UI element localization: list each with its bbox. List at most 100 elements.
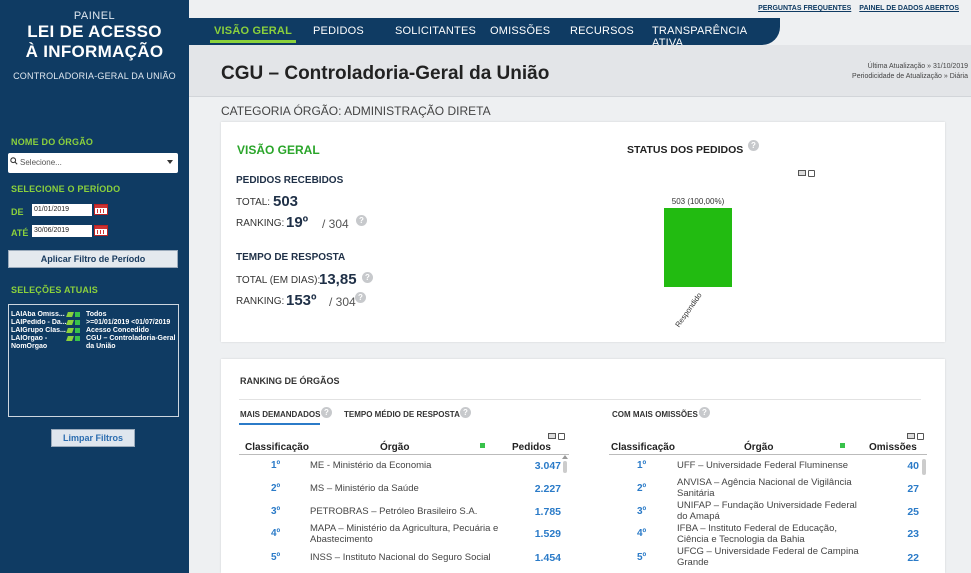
row-rank: 5º xyxy=(637,552,647,563)
row-rank: 3º xyxy=(271,506,281,517)
days-label: TOTAL (EM DIAS): xyxy=(236,275,321,286)
calendar-icon[interactable] xyxy=(94,225,108,236)
expand-icon[interactable] xyxy=(917,433,924,440)
period-label: SELECIONE O PERÍODO xyxy=(11,184,121,194)
total-label: TOTAL: xyxy=(236,197,271,208)
col-orgao[interactable]: Órgão xyxy=(380,442,410,453)
help-icon[interactable]: ? xyxy=(355,292,366,303)
brand: PAINEL LEI DE ACESSO À INFORMAÇÃO CONTRO… xyxy=(0,0,189,81)
tab-mais-omissoes[interactable]: COM MAIS OMISSÕES xyxy=(612,410,698,419)
col-classificacao[interactable]: Classificação xyxy=(245,442,309,453)
edit-icon[interactable] xyxy=(66,312,74,317)
image-export-icon[interactable] xyxy=(798,170,806,176)
col-classificacao[interactable]: Classificação xyxy=(611,442,675,453)
faq-link[interactable]: PERGUNTAS FREQUENTES xyxy=(758,5,852,12)
selection-row[interactable]: LAIOrgao - NomOrgao CGU – Controladoria-… xyxy=(11,335,176,351)
open-data-link[interactable]: PAINEL DE DADOS ABERTOS xyxy=(859,5,959,12)
top-links: PERGUNTAS FREQUENTES PAINEL DE DADOS ABE… xyxy=(758,5,959,12)
row-value: 3.047 xyxy=(534,460,561,472)
edit-icon[interactable] xyxy=(66,320,74,325)
divider xyxy=(239,399,921,400)
clear-filters-button[interactable]: Limpar Filtros xyxy=(51,429,135,447)
scroll-up-icon[interactable] xyxy=(562,455,568,459)
tab-solicitantes[interactable]: SOLICITANTES xyxy=(395,25,477,37)
edit-icon[interactable] xyxy=(66,336,74,341)
selection-value: CGU – Controladoria-Geral da União xyxy=(86,335,176,350)
help-icon[interactable]: ? xyxy=(460,407,471,418)
selection-row[interactable]: LAIGrupo Clas... Acesso Concedido xyxy=(11,327,176,335)
ranking-label: RANKING: xyxy=(236,218,285,229)
help-icon[interactable]: ? xyxy=(356,215,367,226)
tab-omissoes[interactable]: OMISSÕES xyxy=(490,25,551,37)
row-org: INSS – Instituto Nacional do Seguro Soci… xyxy=(310,552,491,563)
org-select[interactable]: Selecione... xyxy=(8,153,178,173)
ranking-total: / 304 xyxy=(322,217,349,231)
row-rank: 2º xyxy=(637,483,647,494)
tab-pedidos[interactable]: PEDIDOS xyxy=(313,25,364,37)
table-toolbar xyxy=(907,433,924,440)
row-org: PETROBRAS – Petróleo Brasileiro S.A. xyxy=(310,506,478,517)
brand-title-1: LEI DE ACESSO xyxy=(27,22,162,41)
org-label: NOME DO ÓRGÃO xyxy=(11,137,94,147)
update-frequency: Periodicidade de Atualização » Diária xyxy=(852,73,968,80)
chart-title: STATUS DOS PEDIDOS xyxy=(627,144,744,156)
status-icon xyxy=(75,336,80,341)
filter-icon[interactable] xyxy=(480,443,485,448)
selection-row[interactable]: LAIPedido - Da... >=01/01/2019 <01/07/20… xyxy=(11,319,176,327)
selection-row[interactable]: LAIAba Omiss... Todos xyxy=(11,311,176,319)
help-icon[interactable]: ? xyxy=(699,407,710,418)
org-select-placeholder: Selecione... xyxy=(20,158,62,167)
total-value: 503 xyxy=(273,193,299,210)
table-toolbar xyxy=(548,433,565,440)
col-orgao[interactable]: Órgão xyxy=(744,442,774,453)
bar-respondido[interactable] xyxy=(664,208,732,287)
status-chart: 503 (100,00%) Respondido xyxy=(664,197,732,329)
help-icon[interactable]: ? xyxy=(748,140,759,151)
expand-icon[interactable] xyxy=(808,170,815,177)
selection-key: LAIAba Omiss... xyxy=(11,311,65,318)
tab-mais-demandados[interactable]: MAIS DEMANDADOS xyxy=(240,410,321,419)
row-org: MAPA – Ministério da Agricultura, Pecuár… xyxy=(310,523,499,545)
page-title: CGU – Controladoria-Geral da União xyxy=(221,63,550,84)
col-pedidos[interactable]: Pedidos xyxy=(512,442,551,453)
ranking-label: RANKING: xyxy=(236,296,285,307)
selections-label: SELEÇÕES ATUAIS xyxy=(11,285,99,295)
row-rank: 1º xyxy=(271,460,281,471)
row-value: 22 xyxy=(907,552,919,564)
row-rank: 4º xyxy=(637,528,647,539)
selection-key: LAIPedido - Da... xyxy=(11,319,67,326)
help-icon[interactable]: ? xyxy=(362,272,373,283)
edit-icon[interactable] xyxy=(66,328,74,333)
row-org: UNIFAP – Fundação Universidade Federal d… xyxy=(677,500,857,522)
category-label: CATEGORIA ÓRGÃO: ADMINISTRAÇÃO DIRETA xyxy=(221,104,491,118)
row-org: UFCG – Universidade Federal de Campina G… xyxy=(677,546,859,568)
tab-recursos[interactable]: RECURSOS xyxy=(570,25,634,37)
row-rank: 2º xyxy=(271,483,281,494)
expand-icon[interactable] xyxy=(558,433,565,440)
current-selections: LAIAba Omiss... Todos LAIPedido - Da... … xyxy=(8,304,179,417)
calendar-icon[interactable] xyxy=(94,204,108,215)
filter-icon[interactable] xyxy=(840,443,845,448)
selection-value: Acesso Concedido xyxy=(86,327,150,334)
scrollbar[interactable] xyxy=(563,461,567,473)
search-icon xyxy=(10,157,18,165)
page-header: CGU – Controladoria-Geral da União Últim… xyxy=(189,45,971,97)
scrollbar[interactable] xyxy=(922,459,926,475)
overview-title: VISÃO GERAL xyxy=(237,143,320,157)
update-info: Última Atualização » 31/10/2019 Periodic… xyxy=(852,62,968,82)
brand-subtitle: CONTROLADORIA-GERAL DA UNIÃO xyxy=(13,71,176,81)
help-icon[interactable]: ? xyxy=(321,407,332,418)
image-export-icon[interactable] xyxy=(548,433,556,439)
response-label: TEMPO DE RESPOSTA xyxy=(236,252,346,263)
tab-visao-geral[interactable]: VISÃO GERAL xyxy=(210,25,296,43)
col-omissoes[interactable]: Omissões xyxy=(869,442,917,453)
row-value: 1.529 xyxy=(534,528,561,540)
brand-title-2: À INFORMAÇÃO xyxy=(25,42,164,61)
ranking-title: RANKING DE ÓRGÃOS xyxy=(240,376,340,386)
to-date-input[interactable]: 30/06/2019 xyxy=(32,225,92,237)
chart-toolbar xyxy=(798,170,815,177)
tab-tempo-medio[interactable]: TEMPO MÉDIO DE RESPOSTA xyxy=(344,410,460,419)
from-date-input[interactable]: 01/01/2019 xyxy=(32,204,92,216)
image-export-icon[interactable] xyxy=(907,433,915,439)
apply-period-filter-button[interactable]: Aplicar Filtro de Período xyxy=(8,250,178,268)
